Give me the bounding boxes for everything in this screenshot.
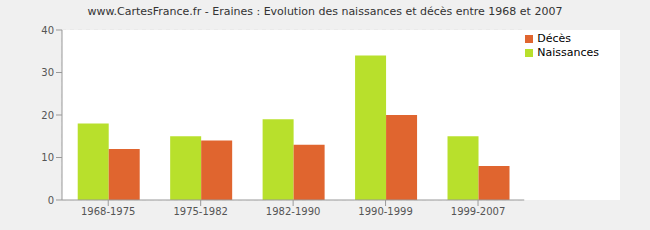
svg-text:20: 20: [41, 110, 54, 121]
svg-text:1968-1975: 1968-1975: [81, 206, 136, 217]
html-text:www.CartesFrance.fr - Eraines: www.CartesFrance.fr - Eraines : Evolutio…: [87, 5, 563, 18]
html-text:Décès: Décès: [537, 32, 571, 45]
svg-text:10: 10: [41, 152, 54, 163]
svg-text:0: 0: [48, 195, 54, 206]
html-text:Naissances: Naissances: [537, 46, 599, 59]
svg-text:1999-2007: 1999-2007: [451, 206, 506, 217]
svg-text:1990-1999: 1990-1999: [358, 206, 413, 217]
svg-text:1975-1982: 1975-1982: [173, 206, 228, 217]
svg-text:1982-1990: 1982-1990: [266, 206, 321, 217]
svg-text:30: 30: [41, 67, 54, 78]
svg-text:40: 40: [41, 25, 54, 36]
